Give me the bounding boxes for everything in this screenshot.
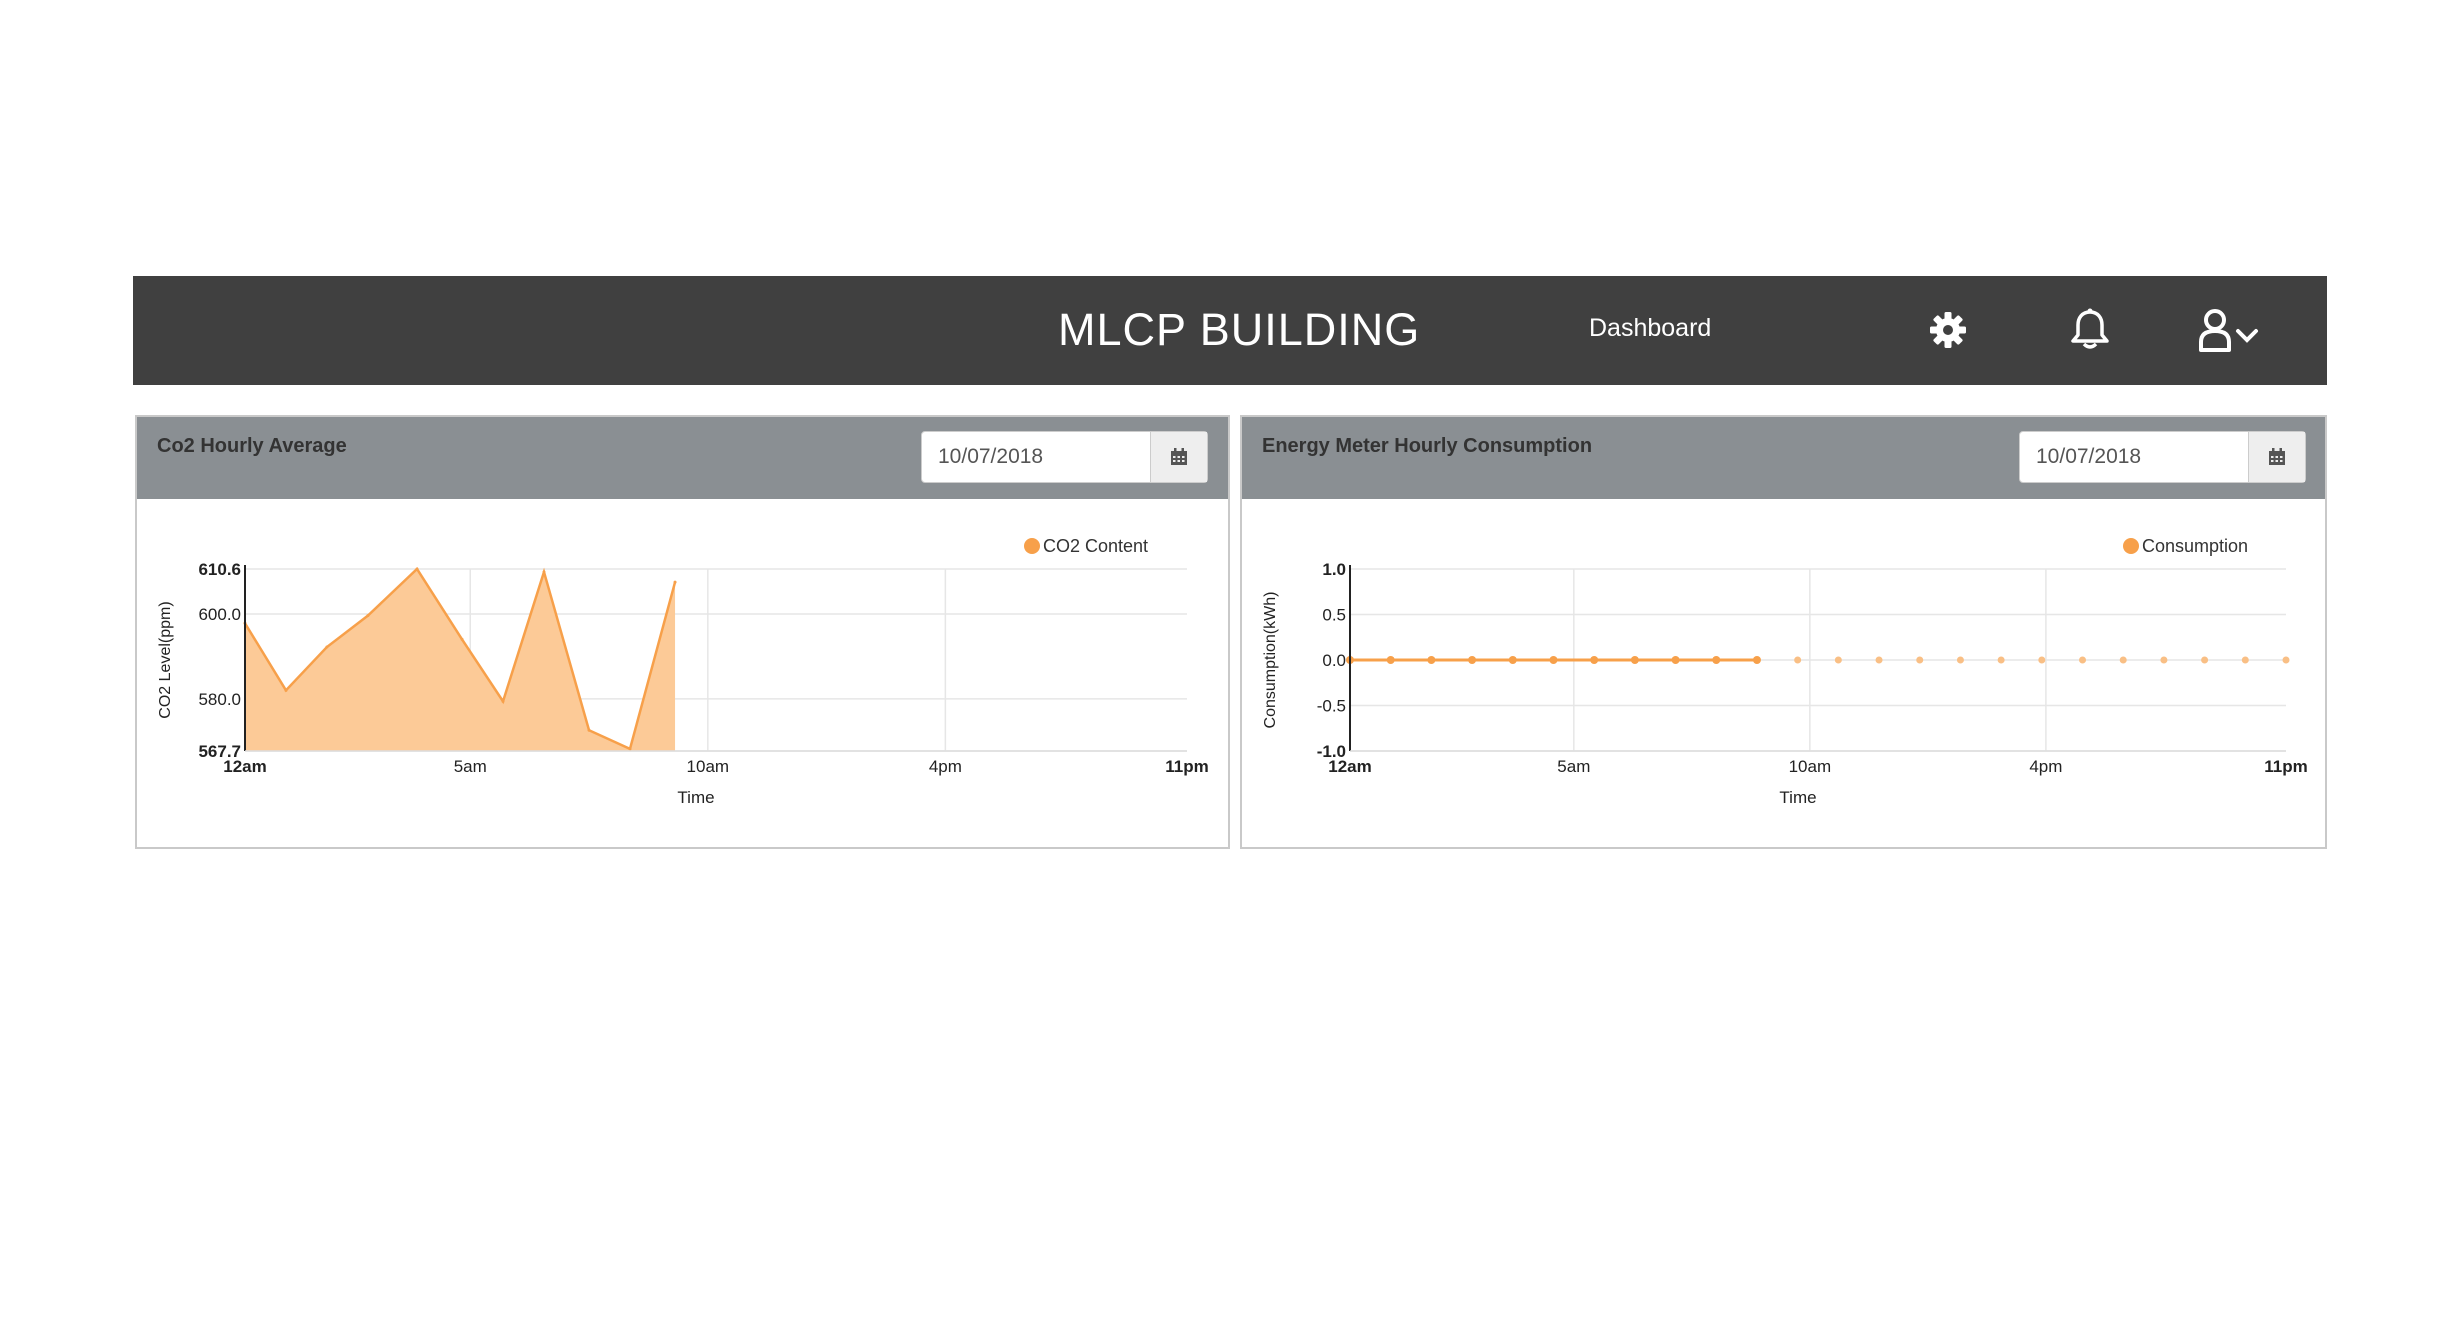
panel-header: Co2 Hourly Average xyxy=(137,417,1228,499)
data-point xyxy=(1794,656,1802,664)
x-tick-label: 4pm xyxy=(929,757,962,776)
x-tick-label: 4pm xyxy=(2029,757,2062,776)
date-input[interactable] xyxy=(922,432,1150,482)
data-point xyxy=(628,747,632,751)
top-navbar: MLCP BUILDING Dashboard xyxy=(133,276,2327,385)
y-tick-label: 0.0 xyxy=(1322,651,1346,670)
dashboard-link[interactable]: Dashboard xyxy=(1589,314,1712,342)
co2-panel: Co2 Hourly Average 610.6600.0580.0567.71… xyxy=(135,415,1230,849)
legend-label: CO2 Content xyxy=(1043,536,1148,556)
data-point xyxy=(1630,656,1639,664)
data-point xyxy=(1834,656,1842,664)
data-point xyxy=(2201,656,2209,664)
x-tick-label: 12am xyxy=(1328,757,1371,776)
data-point xyxy=(1956,656,1964,664)
bell-icon[interactable] xyxy=(2069,308,2111,357)
data-point xyxy=(415,567,419,571)
calendar-button[interactable] xyxy=(1150,432,1207,482)
y-tick-label: 600.0 xyxy=(198,605,241,624)
x-tick-label: 12am xyxy=(223,757,266,776)
data-point xyxy=(325,645,329,649)
data-point xyxy=(2282,656,2290,664)
data-point xyxy=(1997,656,2005,664)
data-point xyxy=(1549,656,1558,664)
user-icon[interactable] xyxy=(2198,308,2232,359)
legend-marker xyxy=(1024,538,1040,554)
data-point xyxy=(2038,656,2046,664)
x-axis-title: Time xyxy=(677,788,714,807)
chevron-down-icon[interactable] xyxy=(2235,328,2259,349)
data-point xyxy=(1386,656,1395,664)
data-point xyxy=(2119,656,2127,664)
calendar-icon xyxy=(1171,448,1187,465)
data-point xyxy=(587,728,591,732)
data-point xyxy=(542,570,546,574)
data-point xyxy=(1712,656,1721,664)
x-tick-label: 5am xyxy=(1557,757,1590,776)
y-tick-label: 0.5 xyxy=(1322,606,1346,625)
data-point xyxy=(2079,656,2087,664)
y-tick-label: 580.0 xyxy=(198,690,241,709)
gear-icon[interactable] xyxy=(1928,310,1968,355)
panel-title: Energy Meter Hourly Consumption xyxy=(1262,435,1593,457)
data-point xyxy=(1508,656,1517,664)
x-tick-label: 11pm xyxy=(2264,757,2307,776)
date-picker xyxy=(2019,431,2306,483)
y-tick-label: -0.5 xyxy=(1317,697,1346,716)
data-point xyxy=(1468,656,1477,664)
data-point xyxy=(1752,656,1761,664)
data-point xyxy=(2160,656,2168,664)
co2-area xyxy=(245,569,676,751)
data-point xyxy=(1671,656,1680,664)
data-point xyxy=(284,688,288,692)
data-point xyxy=(1916,656,1924,664)
legend-label: Consumption xyxy=(2142,536,2248,556)
y-axis-title: CO2 Level(ppm) xyxy=(157,601,174,718)
data-point xyxy=(2241,656,2249,664)
date-picker xyxy=(921,431,1208,483)
calendar-icon xyxy=(2269,448,2285,465)
legend-marker xyxy=(2123,538,2139,554)
data-point xyxy=(1427,656,1436,664)
x-tick-label: 11pm xyxy=(1165,757,1208,776)
data-point xyxy=(1875,656,1883,664)
data-point xyxy=(1590,656,1599,664)
x-axis-title: Time xyxy=(1779,788,1816,807)
y-tick-label: 567.7 xyxy=(198,742,241,761)
y-tick-label: 1.0 xyxy=(1322,560,1346,579)
data-point xyxy=(460,637,464,641)
date-input[interactable] xyxy=(2020,432,2248,482)
y-tick-label: 610.6 xyxy=(198,560,241,579)
x-tick-label: 5am xyxy=(454,757,487,776)
data-point xyxy=(501,699,505,703)
data-point xyxy=(366,614,370,618)
x-tick-label: 10am xyxy=(1789,757,1832,776)
panel-title: Co2 Hourly Average xyxy=(157,435,347,457)
panel-header: Energy Meter Hourly Consumption xyxy=(1242,417,2325,499)
y-tick-label: -1.0 xyxy=(1317,742,1346,761)
x-tick-label: 10am xyxy=(687,757,730,776)
energy-panel: Energy Meter Hourly Consumption 1.0 0.5 0.… xyxy=(1240,415,2327,849)
data-point xyxy=(673,580,677,584)
calendar-button[interactable] xyxy=(2248,432,2305,482)
y-axis-title: Consumption(kWh) xyxy=(1262,592,1279,729)
page-title: MLCP BUILDING xyxy=(1058,304,1421,355)
